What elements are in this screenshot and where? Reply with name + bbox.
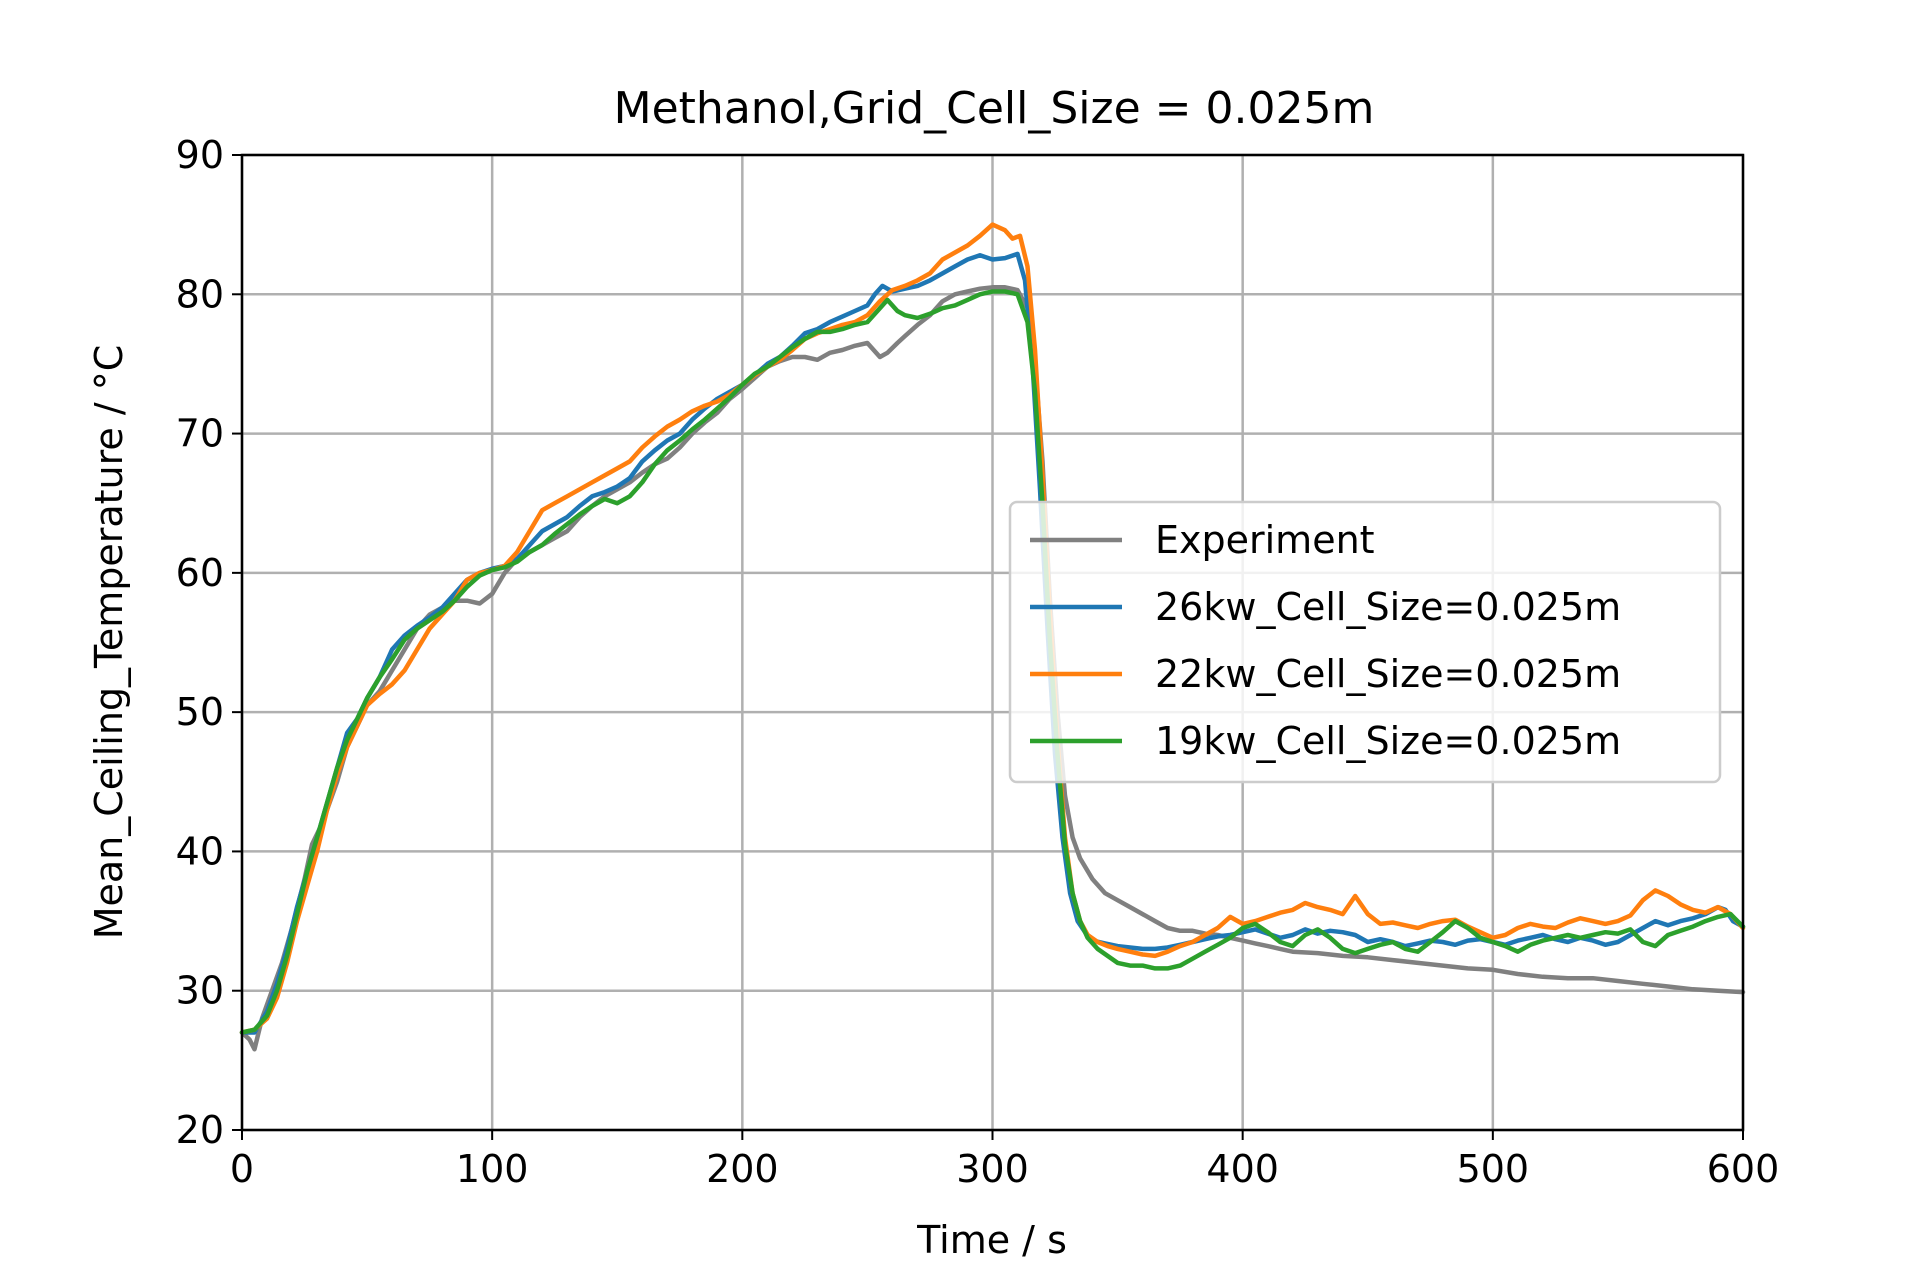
y-tick-label: 40 [176,829,224,873]
x-tick-label: 100 [456,1147,529,1191]
y-tick-label: 70 [176,412,224,456]
x-tick-label: 600 [1707,1147,1780,1191]
legend-entry: 26kw_Cell_Size=0.025m [1155,585,1621,629]
x-tick-label: 400 [1206,1147,1279,1191]
x-tick-label: 500 [1457,1147,1530,1191]
y-tick-label: 50 [176,690,224,734]
chart-title: Methanol,Grid_Cell_Size = 0.025m [614,83,1375,134]
x-axis-label: Time / s [916,1218,1067,1262]
legend: Experiment 26kw_Cell_Size=0.025m 22kw_Cell… [1008,500,1722,784]
y-tick-label: 80 [176,272,224,316]
legend-box [1008,500,1722,784]
legend-entry: 22kw_Cell_Size=0.025m [1155,652,1621,696]
legend-entry: Experiment [1155,518,1375,562]
x-tick-label: 200 [706,1147,779,1191]
y-axis-label: Mean_Ceiling_Temperature / °C [87,345,131,940]
x-tick-label: 0 [230,1147,254,1191]
series-lines [239,222,1746,1052]
legend-entry: 19kw_Cell_Size=0.025m [1155,719,1621,763]
y-tick-label: 90 [176,133,224,177]
y-tick-label: 20 [176,1108,224,1152]
axis-ticks: 0 100 200 300 400 500 600 20 30 40 50 60 70 80 90 [176,133,1780,1191]
series-line-4 [239,289,1746,1035]
x-tick-label: 300 [956,1147,1029,1191]
y-tick-label: 30 [176,969,224,1013]
y-tick-label: 60 [176,551,224,595]
